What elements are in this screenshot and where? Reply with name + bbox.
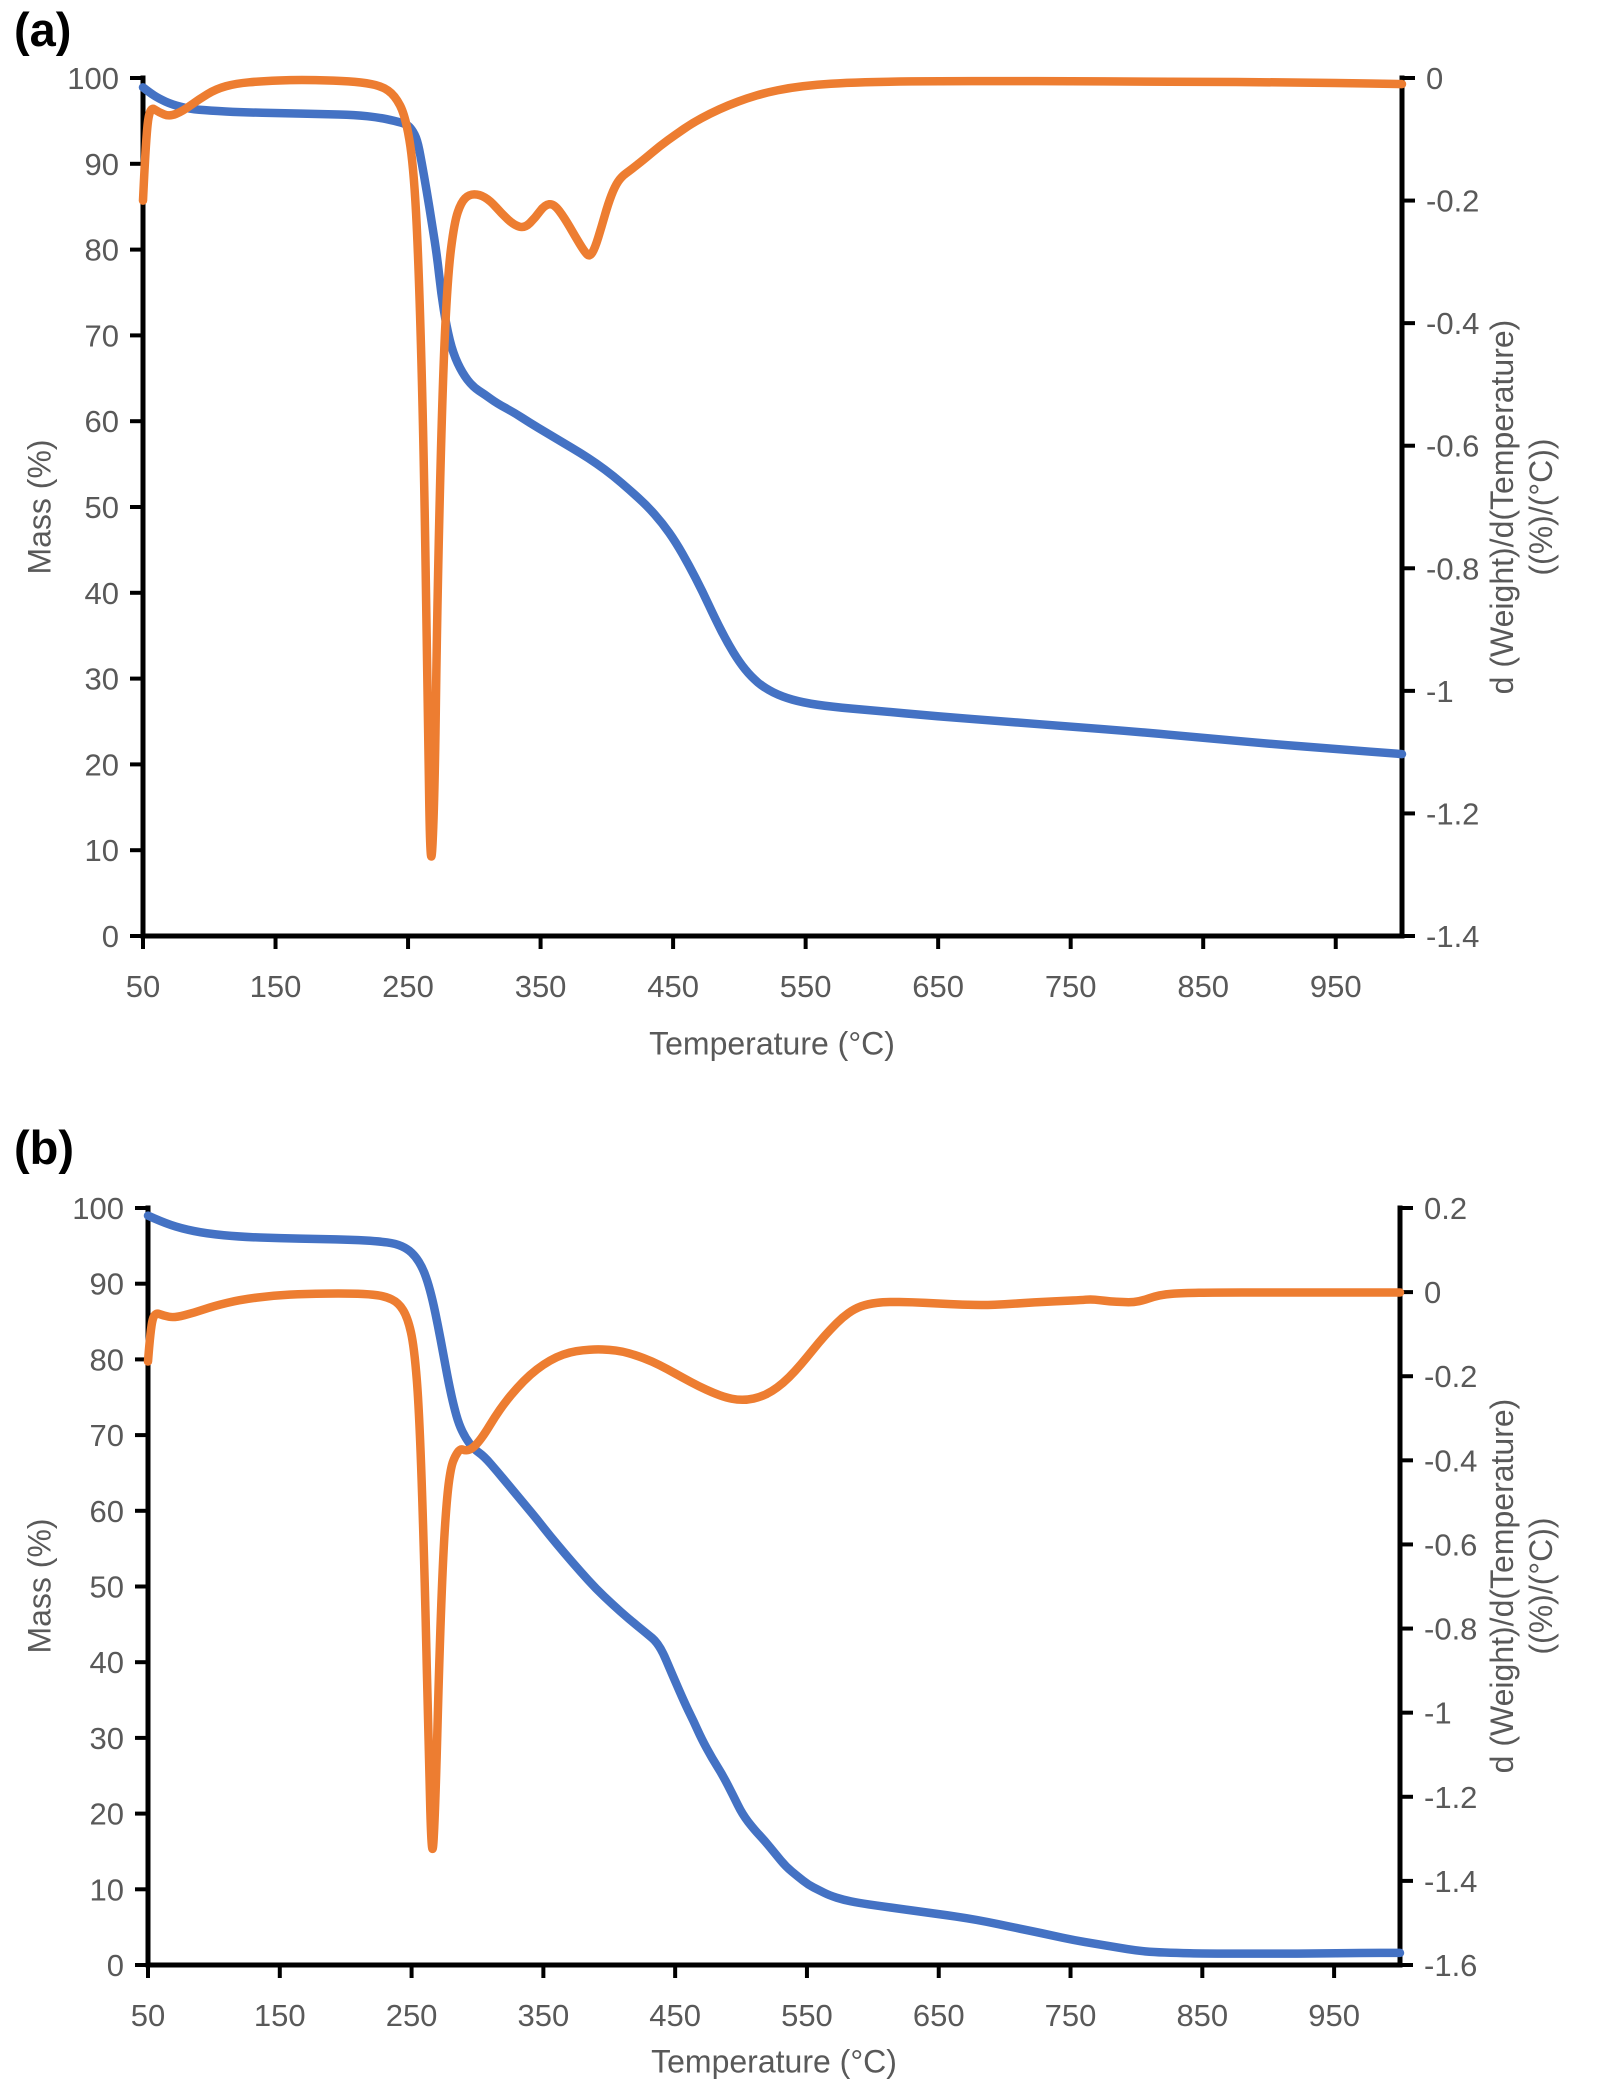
y-left-tick-label: 10	[85, 833, 119, 868]
y-left-tick-label: 90	[90, 1267, 124, 1302]
x-tick-label: 850	[1176, 1998, 1228, 2033]
x-tick-label: 350	[515, 969, 567, 1004]
y-left-axis-title-b: Mass (%)	[21, 1518, 58, 1654]
chart-panel-a: 50 150 250 350 450 550 650 750 850 950 0 10 20 30 40 50…	[67, 61, 1479, 1004]
y-right-tick-label: -0.6	[1426, 429, 1479, 464]
x-axis-title-b: Temperature (°C)	[651, 2043, 897, 2080]
y-left-tick-label: 30	[90, 1721, 124, 1756]
y-right-tick-label: 0.2	[1424, 1191, 1467, 1226]
x-tick-label: 50	[131, 1998, 165, 2033]
y-right-axis-title-a: d (Weight)/d(Temperature) ((%)/(°C))	[1483, 320, 1561, 695]
y-left-tick-label: 20	[85, 747, 119, 782]
y-left-tick-label: 0	[102, 919, 119, 954]
y-left-tick-label: 40	[90, 1645, 124, 1680]
x-tick-label: 350	[518, 1998, 570, 2033]
y-left-tick-label: 70	[90, 1418, 124, 1453]
x-tick-label: 750	[1045, 969, 1097, 1004]
x-tick-label: 150	[250, 969, 302, 1004]
y-right-axis-title-a-line2: ((%)/(°C))	[1523, 438, 1559, 576]
x-tick-label: 750	[1045, 1998, 1097, 2033]
y-left-tick-label: 10	[90, 1872, 124, 1907]
y-right-tick-label: -1.2	[1426, 796, 1479, 831]
x-tick-label: 550	[780, 969, 832, 1004]
y-right-tick-label: -1	[1426, 674, 1454, 709]
y-left-tick-label: 30	[85, 662, 119, 697]
chart-panel-b: 50 150 250 350 450 550 650 750 850 950 0 10 20 30 40 50…	[72, 1191, 1477, 2033]
y-left-tick-label: 70	[85, 318, 119, 353]
x-tick-label: 250	[382, 969, 434, 1004]
y-left-tick-label: 80	[90, 1342, 124, 1377]
y-left-tick-label: 90	[85, 147, 119, 182]
y-right-tick-labels-a: 0 -0.2 -0.4 -0.6 -0.8 -1 -1.2 -1.4	[1402, 61, 1479, 954]
x-tick-label: 650	[913, 1998, 965, 2033]
y-left-tick-label: 100	[72, 1191, 124, 1226]
y-right-axis-title-b: d (Weight)/d(Temperature) ((%)/(°C))	[1483, 1399, 1561, 1774]
y-right-tick-label: -1.2	[1424, 1780, 1477, 1815]
x-tick-label: 250	[386, 1998, 438, 2033]
x-tick-label: 550	[781, 1998, 833, 2033]
y-left-tick-label: 50	[90, 1570, 124, 1605]
y-left-tick-label: 80	[85, 233, 119, 268]
y-right-tick-label: -0.6	[1424, 1527, 1477, 1562]
y-right-tick-label: -0.2	[1426, 184, 1479, 219]
y-right-tick-label: -1.4	[1426, 919, 1479, 954]
y-right-tick-label: -0.8	[1426, 551, 1479, 586]
y-left-tick-label: 60	[85, 404, 119, 439]
x-tick-label: 50	[126, 969, 160, 1004]
y-right-tick-label: -0.4	[1424, 1443, 1477, 1478]
x-tick-label: 950	[1310, 969, 1362, 1004]
x-tick-labels-a: 50 150 250 350 450 550 650 750 850 950	[126, 936, 1362, 1004]
tga-mass-curve	[143, 1211, 1405, 1958]
y-left-tick-label: 100	[67, 61, 119, 96]
x-tick-label: 150	[254, 1998, 306, 2033]
y-right-tick-label: 0	[1426, 61, 1443, 96]
axes-a	[140, 75, 1405, 939]
y-right-tick-label: -0.2	[1424, 1359, 1477, 1394]
panel-label-b: (b)	[14, 1121, 75, 1174]
y-right-axis-title-b-line1: d (Weight)/d(Temperature)	[1484, 1398, 1520, 1774]
dtg-derivative-curve	[138, 75, 1407, 861]
x-tick-label: 450	[647, 969, 699, 1004]
y-right-axis-title-a-line1: d (Weight)/d(Temperature)	[1484, 319, 1520, 695]
x-tick-label: 850	[1177, 969, 1229, 1004]
y-right-tick-label: -0.8	[1424, 1612, 1477, 1647]
x-axis-title-a: Temperature (°C)	[649, 1025, 895, 1062]
y-left-tick-label: 40	[85, 576, 119, 611]
y-left-tick-labels-b: 0 10 20 30 40 50 60 70 80 90 100	[72, 1191, 148, 1983]
y-right-tick-labels-b: 0.2 0 -0.2 -0.4 -0.6 -0.8 -1 -1.2 -1.4 -1.6	[1400, 1191, 1477, 1983]
x-tick-label: 650	[912, 969, 964, 1004]
y-left-tick-label: 0	[107, 1948, 124, 1983]
y-left-tick-label: 60	[90, 1494, 124, 1529]
y-right-tick-label: -0.4	[1426, 306, 1479, 341]
y-right-tick-label: 0	[1424, 1275, 1441, 1310]
y-left-tick-label: 50	[85, 490, 119, 525]
x-tick-label: 950	[1308, 1998, 1360, 2033]
y-left-tick-label: 20	[90, 1797, 124, 1832]
y-left-axis-title-a: Mass (%)	[21, 439, 58, 575]
x-tick-labels-b: 50 150 250 350 450 550 650 750 850 950	[131, 1965, 1360, 2033]
tga-mass-curve	[138, 83, 1407, 759]
y-right-axis-title-b-line2: ((%)/(°C))	[1523, 1517, 1559, 1655]
panel-label-a: (a)	[14, 3, 72, 56]
x-tick-label: 450	[649, 1998, 701, 2033]
y-right-tick-label: -1.4	[1424, 1864, 1477, 1899]
y-right-tick-label: -1	[1424, 1696, 1452, 1731]
dtg-derivative-curve	[143, 1288, 1405, 1854]
y-right-tick-label: -1.6	[1424, 1948, 1477, 1983]
y-left-tick-labels-a: 0 10 20 30 40 50 60 70 80 90 100	[67, 61, 143, 954]
